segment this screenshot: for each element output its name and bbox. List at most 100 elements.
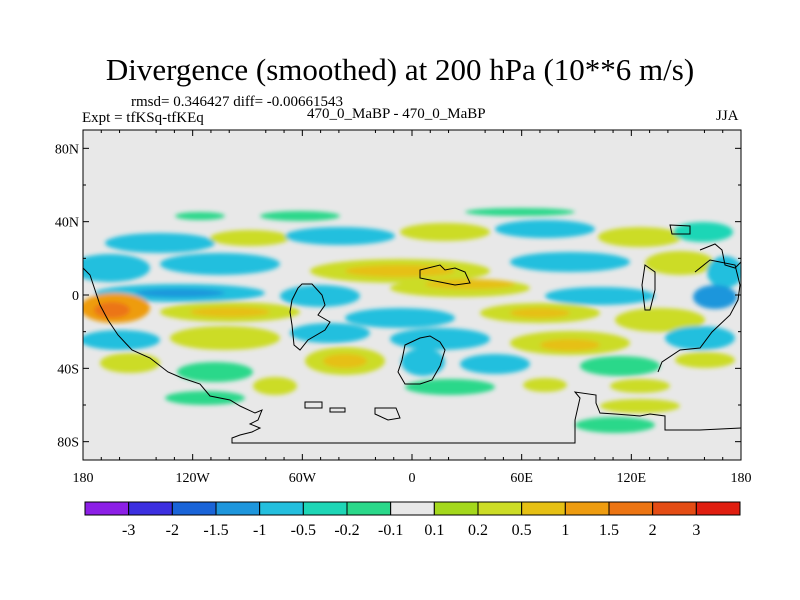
lon-tick-label: 120E <box>617 471 647 486</box>
field-patch <box>345 265 455 277</box>
lat-tick-label: 0 <box>72 289 79 304</box>
colorbar-swatch <box>695 501 741 516</box>
colorbar-swatch <box>564 501 610 516</box>
colorbar-swatch <box>171 501 217 516</box>
field-patch <box>495 220 595 238</box>
field-patch <box>465 208 575 216</box>
colorbar-label: -1.5 <box>203 522 228 539</box>
plot-title: Divergence (smoothed) at 200 hPa (10**6 … <box>105 52 695 87</box>
field-patch <box>100 353 160 373</box>
field-patch <box>600 399 680 413</box>
field-patch <box>598 227 682 247</box>
field-patch <box>460 354 530 374</box>
coastline <box>641 264 656 311</box>
colorbar-label: -0.1 <box>378 522 403 539</box>
coastline <box>397 335 446 385</box>
field-patch <box>83 330 160 350</box>
field-patch <box>645 251 715 275</box>
field-patch <box>323 354 367 368</box>
coastline <box>329 407 346 413</box>
field-patch <box>401 348 445 376</box>
colorbar-label: 1.5 <box>599 522 619 539</box>
colorbar-label: 0.5 <box>512 522 532 539</box>
colorbar-label: 0.2 <box>468 522 488 539</box>
field-patch <box>673 222 733 242</box>
case-comparison-label: 470_0_MaBP - 470_0_MaBP <box>307 106 486 122</box>
field-patch <box>160 253 280 275</box>
field-patch <box>345 308 455 328</box>
field-patch <box>615 308 705 332</box>
coastline <box>304 401 323 409</box>
lon-tick-label: 60E <box>510 471 533 486</box>
colorbar-swatch <box>259 501 304 516</box>
colorbar-swatch <box>215 501 261 516</box>
field-patch <box>510 308 570 318</box>
field-patch <box>280 285 360 307</box>
field-patch <box>400 223 490 241</box>
coastline <box>83 267 741 444</box>
field-patch <box>523 378 567 392</box>
colorbar-label: 1 <box>561 522 569 539</box>
field-patch <box>135 289 225 297</box>
colorbar-swatch <box>302 501 348 516</box>
colorbar-swatch <box>521 501 566 516</box>
field-patch <box>105 233 215 253</box>
lon-tick-label: 0 <box>409 471 416 486</box>
field-patch <box>693 285 737 309</box>
field-patch <box>425 279 515 289</box>
colorbar-label: -3 <box>122 522 135 539</box>
field-patch <box>285 227 395 245</box>
divergence-field <box>83 208 741 433</box>
field-patch <box>253 377 297 395</box>
field-patch <box>510 252 630 272</box>
map-axes: 80N 40N 0 40S 80S 180 120W 60W 0 60E 120E 180 <box>55 130 752 486</box>
coastline <box>657 259 741 373</box>
field-patch <box>290 323 370 343</box>
season-label: JJA <box>716 108 739 124</box>
lon-tick-label: 180 <box>73 471 94 486</box>
colorbar-label: 3 <box>692 522 700 539</box>
coastlines <box>83 224 741 444</box>
field-patch <box>610 379 670 393</box>
lon-tick-label: 120W <box>176 471 211 486</box>
field-patch <box>390 328 490 350</box>
field-patch <box>165 391 245 405</box>
lat-tick-label: 40S <box>57 362 79 377</box>
experiment-label: Expt = tfKSq-tfKEq <box>82 110 204 126</box>
field-patch <box>545 287 655 305</box>
field-patch <box>170 326 280 350</box>
colorbar-swatch <box>652 501 697 516</box>
field-patch <box>177 362 253 382</box>
colorbar-swatch <box>433 501 479 516</box>
colorbar-swatch <box>84 501 130 516</box>
colorbar-label: -1 <box>253 522 266 539</box>
field-patch <box>83 254 150 282</box>
lat-tick-label: 80N <box>55 142 79 157</box>
field-patch <box>580 356 660 376</box>
lat-tick-label: 40N <box>55 216 79 231</box>
colorbar-swatch <box>390 501 435 516</box>
coastline <box>669 224 691 235</box>
colorbar-swatch <box>477 501 523 516</box>
colorbar-swatch <box>128 501 173 516</box>
colorbar-label: 2 <box>649 522 657 539</box>
colorbar-swatch <box>608 501 654 516</box>
colorbar-label: -2 <box>166 522 179 539</box>
coastline <box>419 264 471 286</box>
coastline <box>289 283 331 351</box>
colorbar: -3 -2 -1.5 -1 -0.5 -0.2 -0.1 0.1 0.2 0.5 1 1.5 2 3 <box>84 501 741 539</box>
field-patch <box>405 379 495 395</box>
colorbar-label: -0.5 <box>291 522 316 539</box>
colorbar-label: 0.1 <box>424 522 444 539</box>
field-patch <box>665 326 735 350</box>
field-patch <box>540 339 600 351</box>
lon-tick-label: 180 <box>731 471 752 486</box>
field-patch <box>190 307 270 317</box>
field-patch <box>210 230 290 246</box>
colorbar-swatch <box>346 501 392 516</box>
rmsd-diff-label: rmsd= 0.346427 diff= -0.00661543 <box>131 94 344 110</box>
field-patch <box>175 212 225 220</box>
lat-tick-label: 80S <box>57 436 79 451</box>
lon-tick-label: 60W <box>289 471 317 486</box>
